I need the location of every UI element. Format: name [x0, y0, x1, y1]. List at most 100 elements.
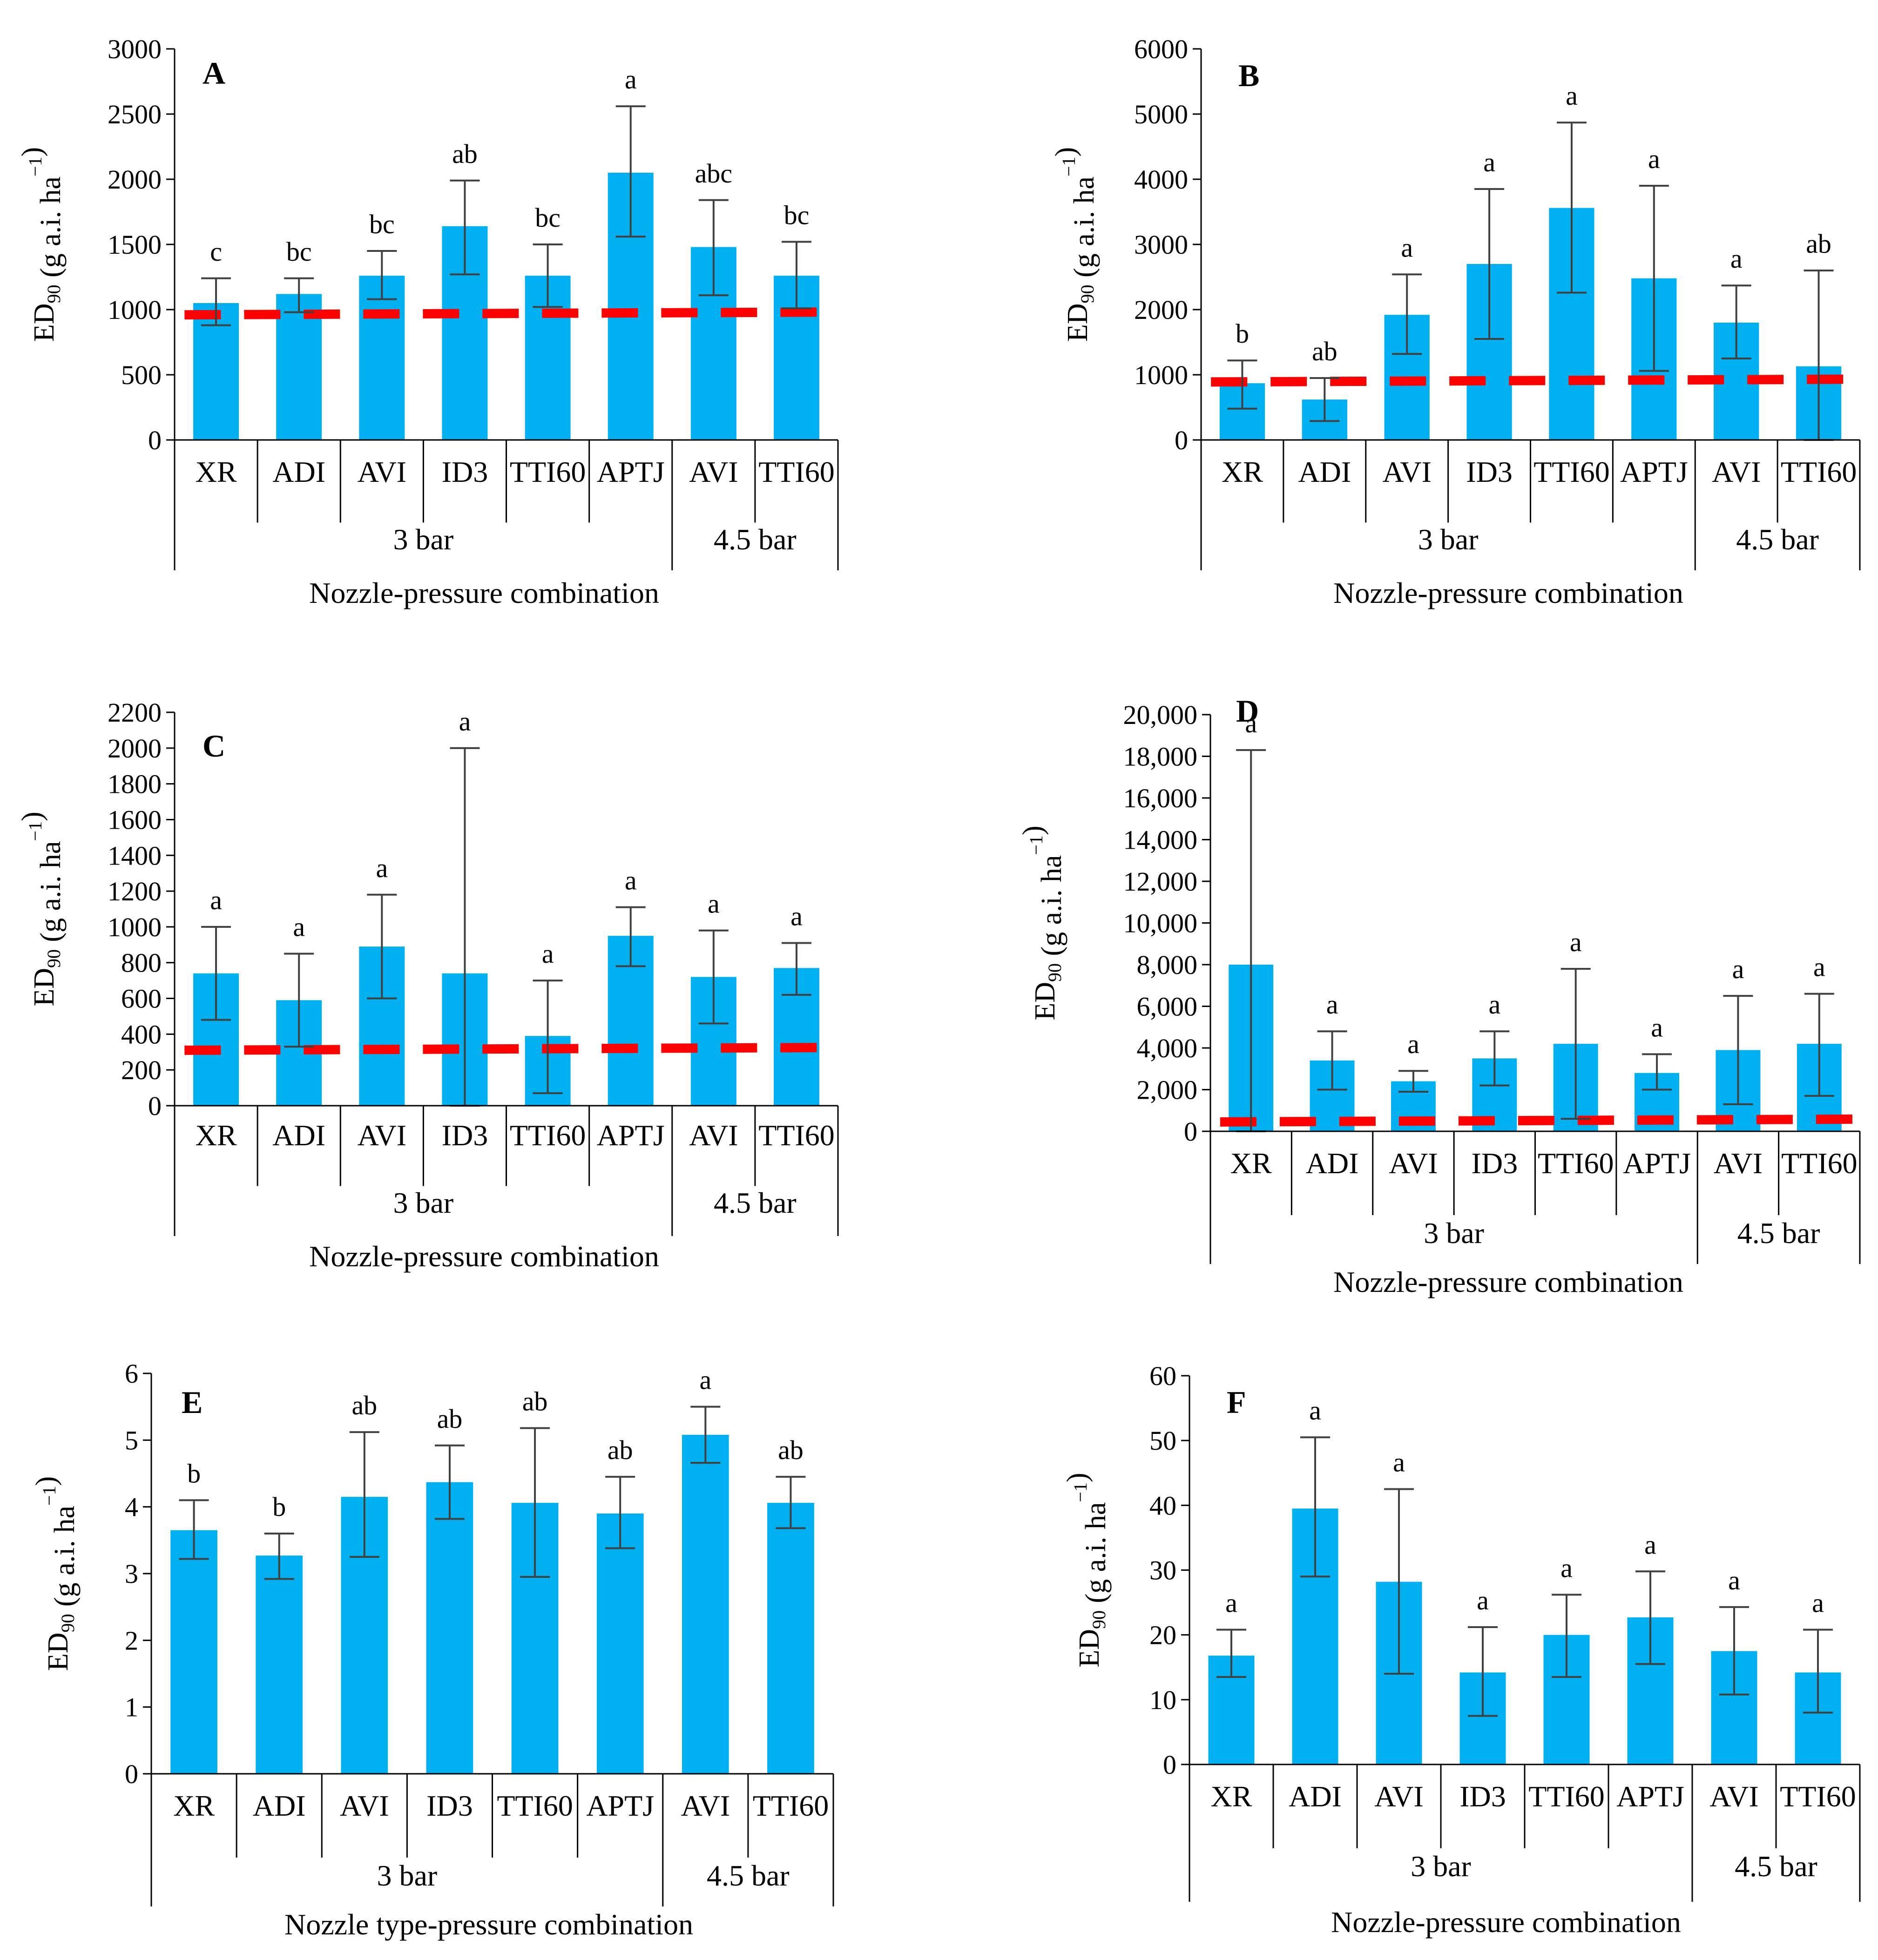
panel-c-category-label: ID3	[442, 1119, 488, 1152]
panel-a-significance-letter: c	[210, 237, 222, 267]
panel-b-significance-letter: a	[1483, 147, 1495, 177]
panel-c-significance-letter: a	[210, 885, 222, 915]
panel-a-y-axis-title-part: (g a.i. ha	[35, 176, 67, 284]
panel-b-panel-label: B	[1238, 58, 1259, 93]
panel-a-y-tick-label: 1500	[108, 230, 162, 260]
panel-a-y-tick-label: 2500	[108, 99, 162, 129]
panel-a-significance-letter: bc	[286, 237, 312, 267]
panel-d-category-label: TTI60	[1781, 1147, 1858, 1180]
panel-b-category-label: APTJ	[1620, 455, 1688, 488]
panel-d-significance-letter: a	[1407, 1029, 1419, 1059]
panel-e-bar	[170, 1530, 217, 1774]
panel-a-group-label: 4.5 bar	[714, 523, 797, 556]
panel-c-category-label: TTI60	[510, 1119, 586, 1152]
chart-panel-d: 0 2,000 4,000 6,000 8,000 10,000 12,000 14,000 1…	[1017, 693, 1861, 1298]
panel-d-significance-letter: a	[1732, 954, 1744, 984]
panel-a-y-tick-label: 2000	[108, 164, 162, 195]
panel-f-group-label: 4.5 bar	[1735, 1850, 1817, 1883]
panel-a-category-label: AVI	[358, 455, 407, 488]
panel-a-category-label: XR	[196, 455, 237, 488]
panel-a-category-label: TTI60	[758, 455, 835, 488]
panel-c-y-tick-label: 0	[148, 1091, 162, 1121]
panel-f-y-axis-title-part: ED	[1074, 1629, 1105, 1668]
panel-f-y-axis-title: ED90 (g a.i. ha−1)	[1061, 1473, 1112, 1667]
panel-b-y-axis-title-part: 90	[1077, 284, 1098, 303]
panel-f-significance-letter: a	[1812, 1588, 1824, 1618]
panel-d-category-label: AVI	[1389, 1147, 1438, 1180]
chart-panel-c: 0 200 400 600 800 1000 1200 1400 1600 1800 2000 220…	[16, 697, 839, 1273]
panel-b-y-tick-label: 0	[1175, 425, 1188, 455]
panel-c-y-tick-label: 2200	[108, 697, 162, 728]
panel-d-y-tick-label: 8,000	[1137, 950, 1198, 980]
panel-a-y-axis-title-part: ED	[28, 303, 60, 342]
panel-b-y-axis-title-part: )	[1050, 147, 1081, 157]
panel-f-significance-letter: a	[1225, 1588, 1237, 1618]
panel-b-category-label: ID3	[1466, 455, 1513, 488]
panel-a-y-axis-title-part: )	[16, 147, 48, 157]
panel-b-significance-letter: ab	[1312, 336, 1338, 366]
panel-f-x-axis-title: Nozzle-pressure combination	[1331, 1906, 1681, 1939]
panel-e-y-axis-title-part: ED	[42, 1632, 74, 1671]
panel-e-significance-letter: ab	[522, 1386, 548, 1417]
panel-e-bar	[256, 1555, 303, 1774]
panel-e-y-tick-label: 3	[125, 1559, 138, 1589]
panel-d-reference-line	[1220, 1114, 1860, 1127]
panel-b-category-label: TTI60	[1533, 455, 1610, 488]
panel-c-category-label: TTI60	[758, 1119, 835, 1152]
panel-f-panel-label: F	[1227, 1385, 1246, 1420]
panel-c-category-label: XR	[196, 1119, 237, 1152]
panel-c-significance-letter: a	[542, 939, 554, 969]
panel-d-group-label: 4.5 bar	[1737, 1217, 1820, 1250]
panel-b-y-tick-label: 2000	[1134, 295, 1188, 325]
panel-a-y-tick-label: 500	[121, 360, 162, 390]
panel-f-y-axis-title-part: (g a.i. ha	[1080, 1502, 1112, 1610]
panel-f-y-tick-label: 50	[1149, 1426, 1176, 1456]
panel-e-category-label: ADI	[253, 1789, 306, 1822]
panel-a-y-tick-label: 3000	[108, 34, 162, 64]
panel-b-y-tick-label: 3000	[1134, 230, 1188, 260]
panel-c-y-tick-label: 400	[121, 1019, 162, 1049]
panel-d-category-label: ADI	[1306, 1147, 1359, 1180]
panel-d-y-tick-label: 4,000	[1137, 1033, 1198, 1063]
panel-b-significance-letter: a	[1730, 243, 1743, 274]
chart-panel-a: 0 500 1000 1500 2000 2500 3000 c bc bc ab bc a abc bc X…	[16, 34, 839, 609]
panel-e-y-tick-label: 4	[125, 1492, 138, 1522]
panel-d-y-axis-title-part: ED	[1029, 982, 1061, 1021]
chart-panel-e: 0 1 2 3 4 5 6 b b ab ab ab ab a ab XR ADI AVI ID3 TTI60 APTJ…	[30, 1358, 834, 1941]
panel-d-group-label: 3 bar	[1424, 1217, 1484, 1250]
panel-a-category-label: ADI	[272, 455, 325, 488]
panel-a-category-label: TTI60	[510, 455, 586, 488]
panel-c-y-axis-title-part: (g a.i. ha	[35, 841, 67, 949]
panel-e-category-label: APTJ	[586, 1789, 654, 1822]
panel-f-y-tick-label: 20	[1149, 1620, 1176, 1650]
panel-d-significance-letter: a	[1651, 1012, 1663, 1042]
panel-d-panel-label: D	[1236, 693, 1259, 729]
panel-f-category-label: TTI60	[1528, 1780, 1605, 1813]
panel-f-significance-letter: a	[1477, 1585, 1489, 1615]
panel-d-y-tick-label: 2,000	[1137, 1075, 1198, 1105]
panel-b-y-tick-label: 6000	[1134, 34, 1188, 64]
panel-d-y-axis-title-part: −1	[1026, 835, 1047, 855]
panel-f-category-label: AVI	[1709, 1780, 1759, 1813]
panel-f-y-axis-title-part: −1	[1070, 1482, 1091, 1502]
panel-e-y-axis-title: ED90 (g a.i. ha−1)	[30, 1476, 81, 1671]
panel-c-y-axis-title-part: −1	[25, 821, 46, 841]
panel-b-y-axis-title: ED90 (g a.i. ha−1)	[1050, 147, 1100, 342]
panel-c-y-tick-label: 2000	[108, 733, 162, 764]
panel-c-significance-letter: a	[293, 912, 305, 942]
panel-f-category-label: AVI	[1374, 1780, 1424, 1813]
panel-c-group-label: 4.5 bar	[714, 1186, 797, 1219]
panel-e-group-label: 3 bar	[377, 1859, 438, 1892]
panel-e-significance-letter: ab	[778, 1435, 804, 1465]
panel-c-panel-label: C	[203, 728, 225, 764]
panel-b-y-tick-label: 1000	[1134, 360, 1188, 390]
panel-f-category-label: ADI	[1289, 1780, 1342, 1813]
panel-e-y-tick-label: 2	[125, 1625, 138, 1656]
panel-b-x-axis-title: Nozzle-pressure combination	[1333, 576, 1683, 609]
panel-f-y-tick-label: 30	[1149, 1555, 1176, 1586]
panel-b-significance-letter: a	[1401, 232, 1413, 263]
panel-c-category-label: ADI	[272, 1119, 325, 1152]
panel-a-group-label: 3 bar	[393, 523, 454, 556]
panel-e-significance-letter: b	[187, 1458, 201, 1488]
panel-a-x-axis-title: Nozzle-pressure combination	[309, 576, 659, 609]
